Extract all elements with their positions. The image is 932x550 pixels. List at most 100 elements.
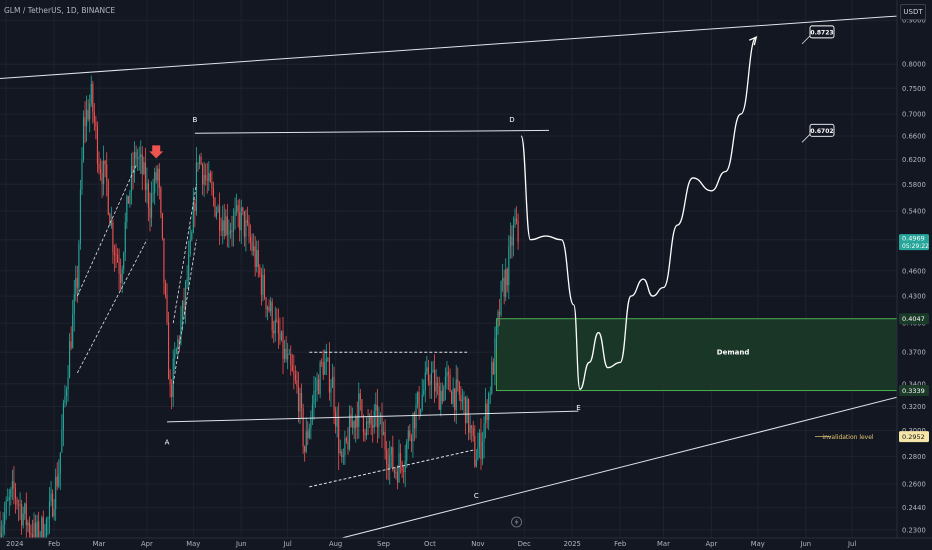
candle-body [192, 203, 194, 233]
candle-body [338, 417, 340, 453]
candle-body [440, 390, 442, 410]
candle-body [461, 399, 463, 402]
candle-body [458, 382, 460, 395]
candle-body [181, 300, 184, 320]
candle-body [307, 431, 309, 439]
annotation-e: E [576, 404, 580, 412]
candle-body [486, 403, 488, 420]
candle-body [194, 203, 196, 212]
candle-body [443, 386, 445, 402]
lower-channel-line [341, 396, 898, 539]
candle-body [372, 424, 374, 428]
currency-button[interactable]: USDT [900, 4, 926, 20]
candle-body [120, 273, 122, 283]
candle-body [466, 398, 468, 424]
candle-body [285, 348, 287, 360]
candle-body [67, 377, 69, 390]
candle-body [417, 392, 419, 405]
candle-body [415, 404, 417, 429]
candle-body [460, 394, 462, 402]
candle-body [55, 476, 57, 510]
y-tick-label: 0.2600 [902, 480, 926, 488]
candle-body [16, 499, 18, 505]
candle-body [358, 393, 360, 427]
target-callout: 0.8723 [801, 25, 835, 45]
candle-body [242, 207, 244, 212]
candle-body [324, 361, 326, 375]
candle-body [22, 513, 24, 526]
candle-body [103, 160, 105, 184]
candle-body [310, 417, 312, 429]
candle-body [494, 338, 496, 375]
target-label: 0.8723 [810, 29, 833, 36]
candle-body [18, 504, 20, 506]
candle-body [508, 246, 510, 286]
candle-body [455, 379, 457, 411]
candle-body [84, 117, 86, 126]
candle-body [389, 454, 391, 469]
candle-body [59, 452, 61, 475]
candle-body [361, 399, 363, 416]
candle-body [4, 513, 6, 525]
candle-body [115, 254, 117, 256]
candle-body [282, 331, 284, 359]
candle-body [410, 437, 412, 442]
demand-bottom-tag-text: 0.3339 [902, 387, 925, 395]
candle-body [296, 380, 298, 387]
candle-body [236, 205, 238, 211]
candle-body [65, 389, 68, 397]
candle-body [72, 314, 74, 348]
candle-body [90, 83, 92, 104]
candle-body [98, 163, 100, 170]
candle-body [138, 157, 140, 159]
candle-body [112, 222, 114, 253]
candle-body [491, 362, 493, 394]
candle-body [133, 152, 136, 174]
target-leader-line [801, 35, 811, 45]
candle-body [259, 266, 261, 274]
candle-body [169, 379, 171, 385]
invalidation-tag: 0.2952 [899, 431, 929, 443]
candle-body [237, 205, 239, 213]
candle-body [423, 390, 425, 395]
candle-body [38, 521, 40, 543]
candle-body [370, 416, 372, 425]
candle-body [352, 421, 354, 428]
candle-body [290, 353, 292, 366]
candle-body [8, 496, 10, 501]
candle-body [53, 509, 55, 517]
price-axis-panel [897, 0, 932, 550]
candle-body [438, 386, 440, 410]
candle-body [313, 390, 315, 404]
candle-body [147, 183, 150, 208]
x-tick-label: Mar [657, 540, 670, 548]
candle-body [418, 392, 420, 415]
candle-body [172, 358, 174, 397]
annotation-demand: Demand [717, 349, 750, 357]
candle-body [398, 453, 400, 483]
candle-body [369, 416, 371, 424]
candle-body [161, 212, 163, 239]
candle-body [336, 417, 338, 427]
candle-body [333, 376, 335, 412]
candle-body [517, 220, 519, 243]
target-leader-line [801, 134, 811, 143]
candle-body [92, 83, 94, 113]
x-tick-label: May [751, 540, 765, 548]
candle-body [268, 306, 270, 312]
candle-body [447, 371, 450, 375]
candle-body [89, 103, 91, 120]
candle-body [430, 372, 433, 385]
candle-body [132, 165, 134, 174]
candle-body [426, 367, 428, 373]
x-tick-label: Nov [471, 540, 484, 548]
candle-body [305, 431, 307, 452]
candle-body [472, 428, 474, 436]
y-tick-label: 0.5400 [902, 207, 926, 215]
candle-body [175, 348, 177, 354]
y-tick-label: 0.2300 [902, 526, 926, 534]
candle-body [82, 117, 85, 160]
candle-body [291, 365, 293, 371]
